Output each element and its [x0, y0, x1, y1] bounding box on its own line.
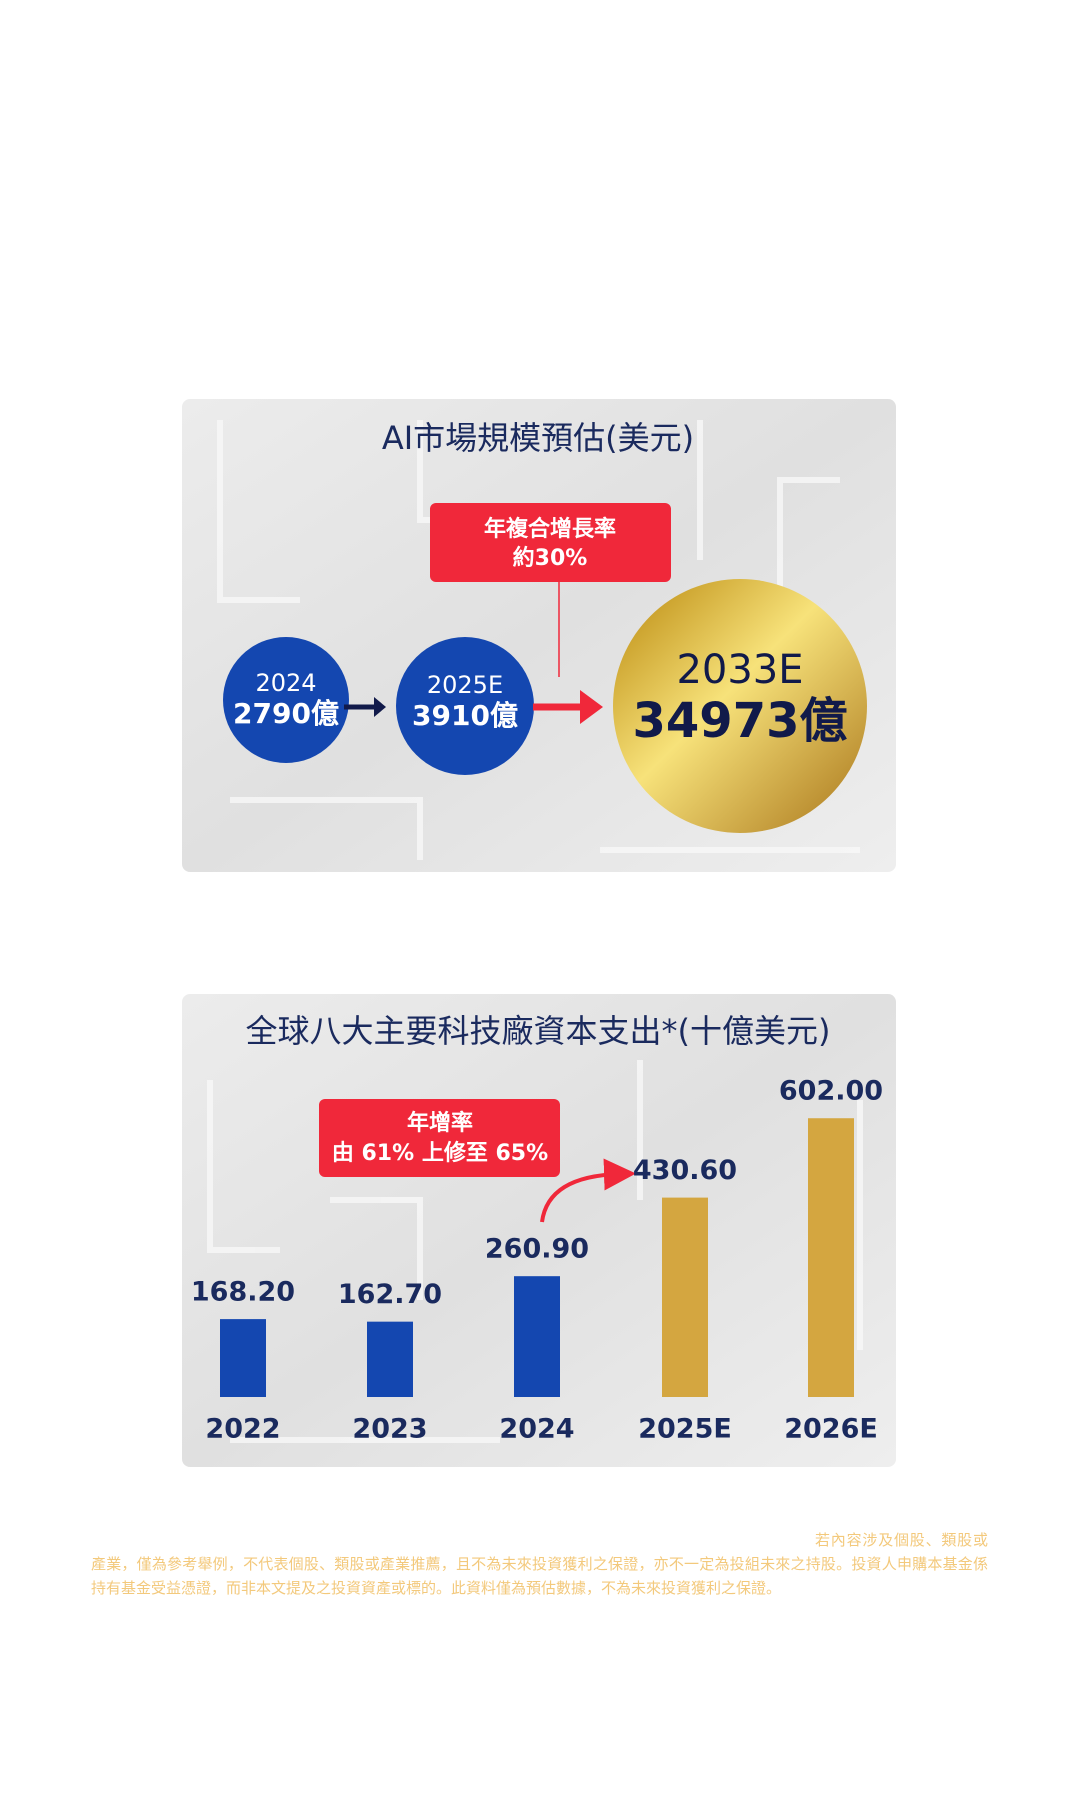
- node-circle: [396, 637, 534, 775]
- value-label: 430.60: [633, 1155, 737, 1186]
- node-circle: [613, 579, 867, 833]
- annotation-arrow: [540, 1158, 636, 1223]
- bar: [662, 1197, 708, 1397]
- node-value: 3910億: [412, 699, 518, 732]
- cagr-box: [430, 503, 671, 582]
- arrow-head: [374, 697, 386, 717]
- cagr-value: 約30%: [513, 545, 588, 571]
- disclaimer: 若內容涉及個股、類股或產業，僅為參考舉例，不代表個股、類股或產業推薦，且不為未來…: [91, 1531, 988, 1597]
- arrow-head: [580, 690, 603, 724]
- x-tick-label: 2026E: [784, 1414, 878, 1445]
- node-value: 34973億: [633, 693, 848, 749]
- node-year: 2024: [255, 669, 316, 697]
- panel-title: AI市場規模預估(美元): [382, 419, 694, 457]
- x-tick-label: 2025E: [638, 1414, 732, 1445]
- value-label: 260.90: [485, 1234, 589, 1265]
- value-label: 162.70: [338, 1279, 442, 1310]
- bar: [220, 1319, 266, 1397]
- bar: [808, 1118, 854, 1397]
- bar: [367, 1321, 413, 1397]
- value-label: 602.00: [779, 1076, 883, 1107]
- cagr-label: 年複合增長率: [484, 516, 616, 542]
- node-circle: [223, 637, 349, 763]
- chart-title: 全球八大主要科技廠資本支出*(十億美元): [246, 1012, 831, 1050]
- circuit-pattern: [207, 1060, 863, 1443]
- x-tick-label: 2022: [205, 1414, 280, 1445]
- value-label: 168.20: [191, 1277, 295, 1308]
- x-tick-label: 2023: [352, 1414, 427, 1445]
- node-year: 2033E: [676, 647, 803, 693]
- bar: [514, 1276, 560, 1397]
- annotation: 年增率: [407, 1110, 473, 1136]
- node-value: 2790億: [233, 697, 339, 730]
- infographics: AI市場規模預估(美元) 年複合增長率 約30% 2024 2790億 2025…: [182, 399, 896, 1467]
- x-tick-label: 2024: [499, 1414, 574, 1445]
- circuit-pattern: [217, 420, 860, 860]
- annotation-box: [319, 1099, 560, 1177]
- node-year: 2025E: [427, 671, 503, 699]
- annotation: 由 61% 上修至 65%: [332, 1140, 548, 1166]
